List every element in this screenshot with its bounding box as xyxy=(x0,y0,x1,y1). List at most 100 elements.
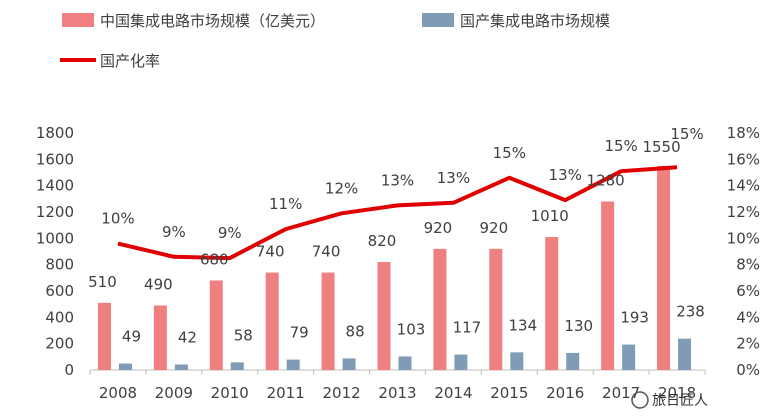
bar-market-value-label: 740 xyxy=(312,243,341,261)
data-labels: 510 49 10% 490 42 9% 680 58 9% 740 79 11% 740 88 12% 82… xyxy=(88,125,705,346)
x-tick-label: 2017 xyxy=(602,384,640,402)
y-left-tick-label: 400 xyxy=(45,308,74,326)
bar-market-value-label: 510 xyxy=(88,273,117,291)
rate-line-group xyxy=(117,165,678,261)
legend-label-domestic: 国产集成电路市场规模 xyxy=(460,12,610,30)
bar-market-value-label: 1280 xyxy=(587,171,625,189)
bar-market-value-label: 1010 xyxy=(531,207,569,225)
legend-swatch-market xyxy=(62,13,94,27)
bar-domestic xyxy=(174,364,188,370)
rate-value-label: 15% xyxy=(604,137,637,155)
bars xyxy=(97,165,692,370)
rate-value-label: 12% xyxy=(325,179,358,197)
rate-value-label: 13% xyxy=(437,169,470,187)
y-right-tick-label: 10% xyxy=(727,229,760,247)
bar-domestic xyxy=(510,352,524,370)
bar-market-value-label: 490 xyxy=(144,275,173,293)
bar-market xyxy=(321,272,335,370)
bar-market-value-label: 920 xyxy=(424,219,453,237)
y-right-tick-label: 18% xyxy=(727,124,760,142)
axes: 0 200 400 600 800 1000 1200 1400 1600 1800 0% 2% 4% 6… xyxy=(36,124,760,402)
y-right-tick-label: 14% xyxy=(727,177,760,195)
bar-market-value-label: 820 xyxy=(368,232,397,250)
x-tick-label: 2018 xyxy=(658,384,696,402)
bar-domestic xyxy=(678,338,692,370)
legend: 中国集成电路市场规模（亿美元） 国产集成电路市场规模 国产化率 xyxy=(60,12,610,70)
y-left-tick-label: 1400 xyxy=(36,177,74,195)
x-tick-label: 2010 xyxy=(211,384,249,402)
x-tick-label: 2016 xyxy=(546,384,584,402)
rate-value-label: 15% xyxy=(493,144,526,162)
bar-domestic xyxy=(398,356,412,370)
bar-domestic-value-label: 79 xyxy=(290,324,309,342)
bar-domestic-value-label: 117 xyxy=(453,319,482,337)
bar-domestic xyxy=(286,359,300,370)
bar-market xyxy=(601,201,615,370)
y-left-tick-label: 600 xyxy=(45,282,74,300)
bar-domestic xyxy=(230,362,244,370)
watermark-text: 旅日匠人 xyxy=(652,393,708,409)
x-tick-label: 2011 xyxy=(267,384,305,402)
bar-market xyxy=(97,302,111,370)
bar-market xyxy=(153,305,167,370)
bar-domestic-value-label: 134 xyxy=(508,316,537,334)
bar-market xyxy=(545,237,559,370)
legend-swatch-domestic xyxy=(422,13,454,27)
legend-label-rate: 国产化率 xyxy=(100,52,160,70)
x-tick-label: 2014 xyxy=(434,384,472,402)
bar-domestic xyxy=(118,363,132,370)
bar-domestic-value-label: 103 xyxy=(397,320,426,338)
rate-value-label: 13% xyxy=(549,166,582,184)
bar-domestic xyxy=(454,354,468,370)
watermark: 旅日匠人 xyxy=(631,391,708,409)
bar-domestic-value-label: 193 xyxy=(620,309,649,327)
y-right-tick-label: 8% xyxy=(736,256,760,274)
y-right-tick-label: 2% xyxy=(736,335,760,353)
rate-value-label: 9% xyxy=(218,224,242,242)
bar-domestic-value-label: 49 xyxy=(122,328,141,346)
x-tick-label: 2008 xyxy=(99,384,137,402)
bar-domestic xyxy=(622,344,636,370)
y-right-tick-label: 12% xyxy=(727,203,760,221)
legend-label-market: 中国集成电路市场规模（亿美元） xyxy=(100,12,325,30)
bar-market-value-label: 920 xyxy=(479,219,508,237)
y-right-tick-label: 4% xyxy=(736,308,760,326)
wechat-icon xyxy=(631,391,649,409)
bar-market xyxy=(377,262,391,370)
x-tick-label: 2009 xyxy=(155,384,193,402)
rate-value-label: 13% xyxy=(381,171,414,189)
bar-market-value-label: 740 xyxy=(256,243,285,261)
y-left-tick-label: 200 xyxy=(45,335,74,353)
rate-value-label: 10% xyxy=(101,210,134,228)
y-left-tick-label: 1800 xyxy=(36,124,74,142)
bar-domestic-value-label: 58 xyxy=(234,326,253,344)
y-right-tick-label: 6% xyxy=(736,282,760,300)
bar-domestic xyxy=(342,358,356,370)
x-tick-label: 2013 xyxy=(378,384,416,402)
y-left-tick-label: 1000 xyxy=(36,229,74,247)
rate-value-label: 15% xyxy=(670,125,703,143)
bar-market xyxy=(433,248,447,370)
bar-market xyxy=(209,280,223,370)
bar-market xyxy=(265,272,279,370)
y-left-tick-label: 0 xyxy=(64,361,74,379)
rate-value-label: 9% xyxy=(162,223,186,241)
bar-domestic-value-label: 130 xyxy=(564,317,593,335)
rate-line xyxy=(117,165,678,261)
rate-value-label: 11% xyxy=(269,195,302,213)
y-left-tick-label: 1600 xyxy=(36,150,74,168)
x-tick-label: 2012 xyxy=(322,384,360,402)
y-left-tick-label: 1200 xyxy=(36,203,74,221)
bar-domestic-value-label: 238 xyxy=(676,303,705,321)
x-tick-label: 2015 xyxy=(490,384,528,402)
bar-domestic xyxy=(566,352,580,370)
y-right-tick-label: 16% xyxy=(727,150,760,168)
bar-market xyxy=(489,248,503,370)
y-right-tick-label: 0% xyxy=(736,361,760,379)
y-left-tick-label: 800 xyxy=(45,256,74,274)
bar-domestic-value-label: 42 xyxy=(178,328,197,346)
bar-domestic-value-label: 88 xyxy=(346,322,365,340)
bar-market-value-label: 1550 xyxy=(642,138,680,156)
